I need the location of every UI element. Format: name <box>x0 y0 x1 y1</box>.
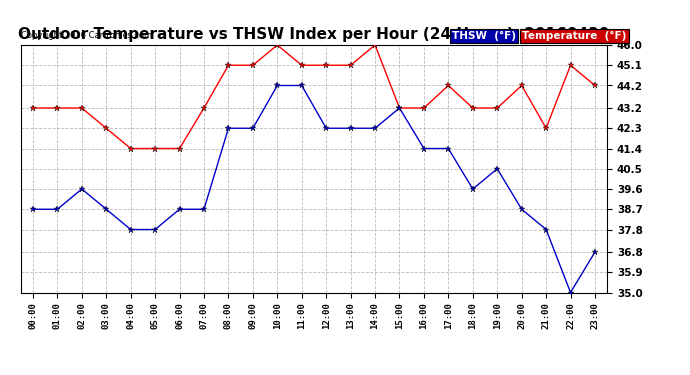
Text: Copyright 2016 Cartronics.com: Copyright 2016 Cartronics.com <box>21 31 152 40</box>
Text: Temperature  (°F): Temperature (°F) <box>522 31 627 41</box>
Title: Outdoor Temperature vs THSW Index per Hour (24 Hours)  20160430: Outdoor Temperature vs THSW Index per Ho… <box>18 27 610 42</box>
Text: THSW  (°F): THSW (°F) <box>452 31 516 41</box>
